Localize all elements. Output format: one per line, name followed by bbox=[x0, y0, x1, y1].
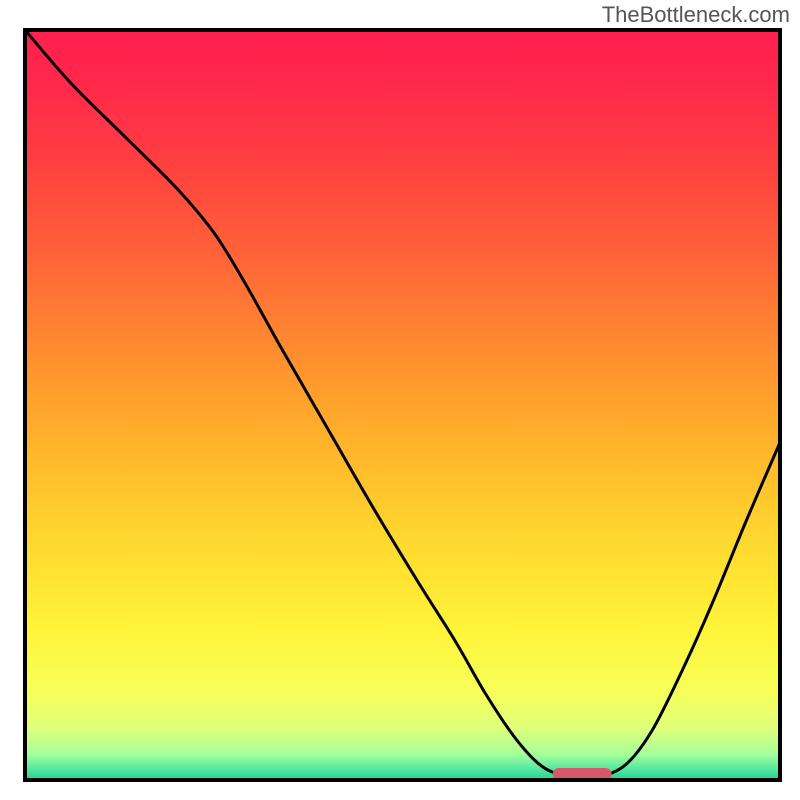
bottleneck-chart bbox=[0, 0, 800, 800]
watermark-text: TheBottleneck.com bbox=[602, 2, 790, 28]
gradient-background bbox=[25, 30, 780, 780]
chart-container: TheBottleneck.com bbox=[0, 0, 800, 800]
